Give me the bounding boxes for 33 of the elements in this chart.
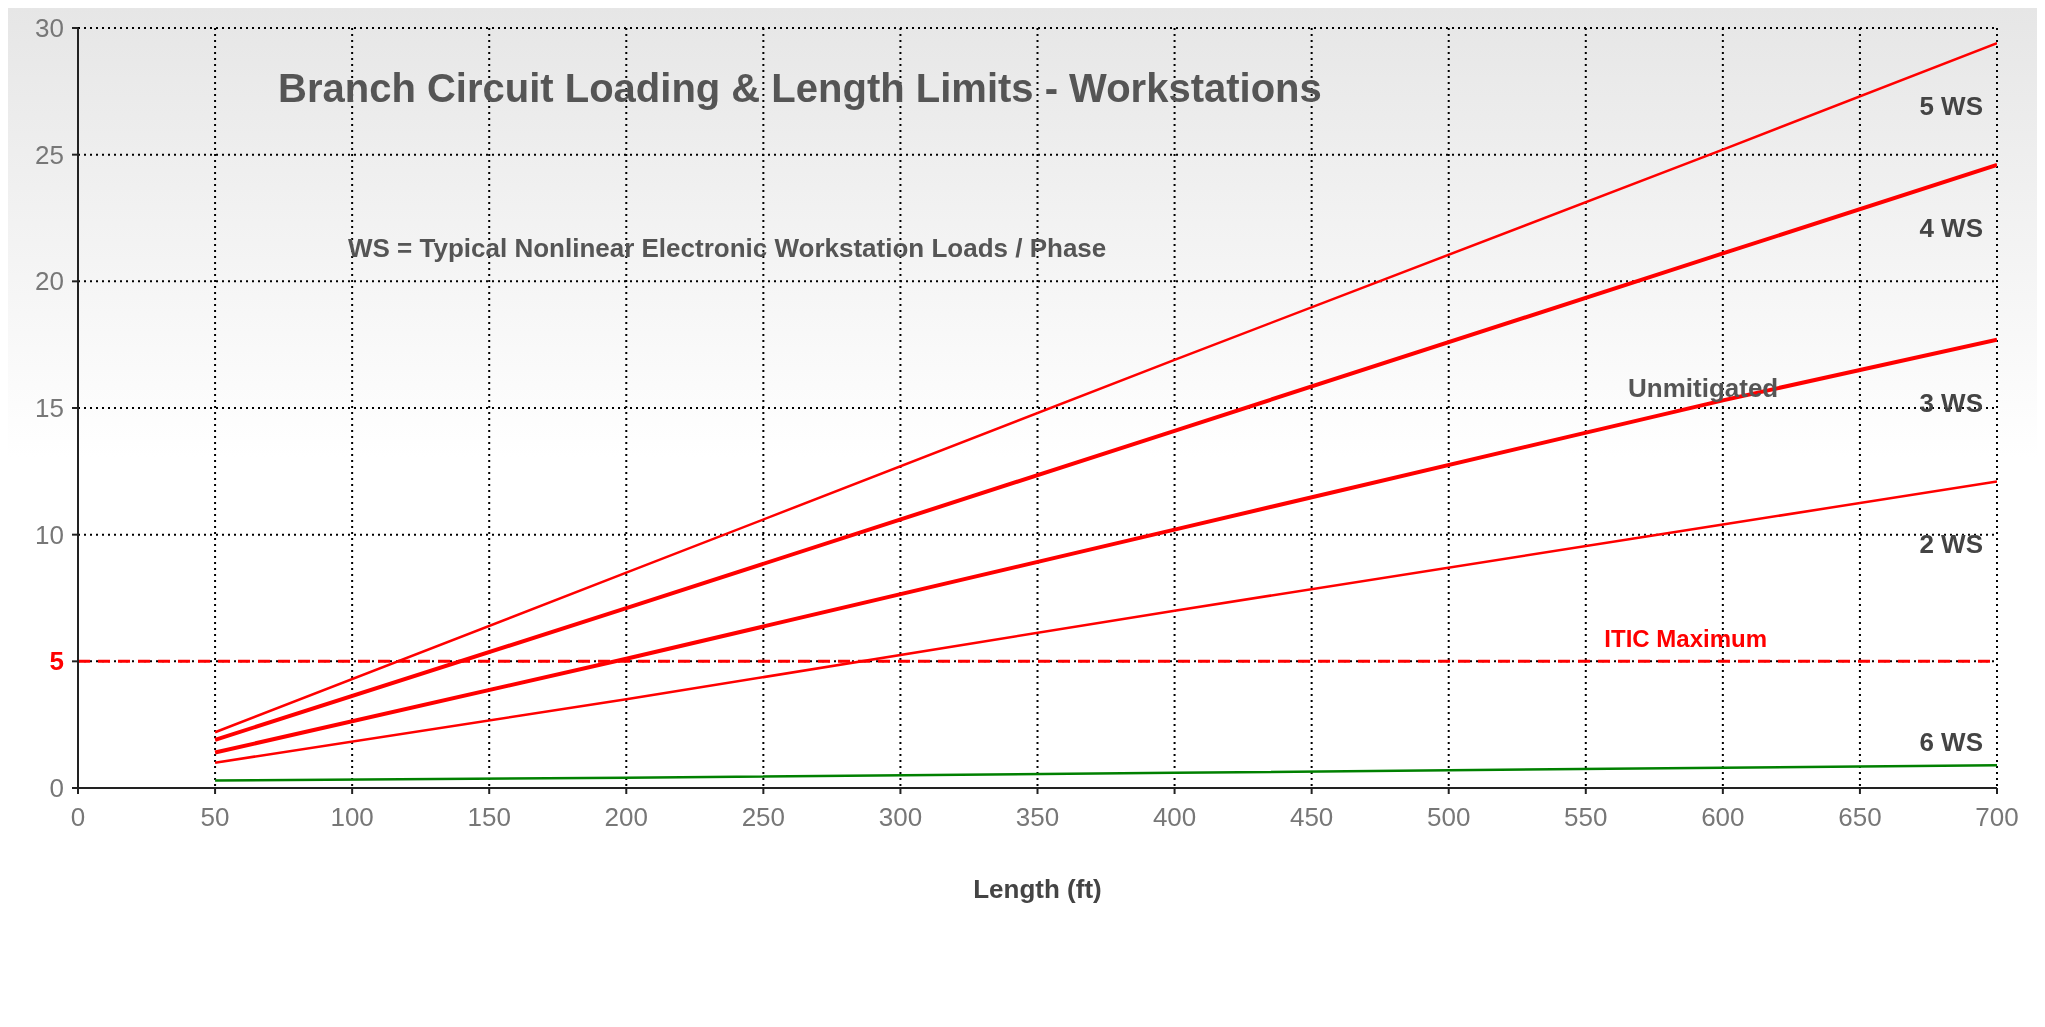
text: Branch Circuit Loading & Length Limits - Workstations — [278, 66, 1322, 111]
y-tick-label: 15 — [35, 393, 64, 423]
x-tick-label: 650 — [1838, 802, 1882, 833]
x-tick-label: 300 — [878, 802, 923, 833]
series-label: 6 WS — [1919, 727, 1983, 758]
x-tick-label: 450 — [1289, 802, 1334, 833]
series-label: 2 WS — [1919, 529, 1983, 560]
y-tick-label: 0 — [49, 773, 64, 803]
x-tick-label: 700 — [1975, 802, 2019, 833]
y-tick-label: 5 — [49, 646, 64, 677]
x-tick-label: 250 — [741, 802, 786, 833]
x-tick-label: 550 — [1564, 802, 1608, 833]
y-tick-label: 10 — [35, 519, 64, 550]
x-tick-label: 600 — [1701, 802, 1745, 833]
series-label: 4 WS — [1919, 212, 1983, 243]
line-series — [213, 763, 1997, 782]
series-label: 3 WS — [1919, 387, 1983, 418]
x-tick-label: 400 — [1152, 802, 1197, 833]
x-tick-label: 100 — [330, 802, 374, 833]
x-tick-label: 350 — [1015, 802, 1060, 833]
y-tick-label: 20 — [35, 266, 64, 297]
y-tick-label: 25 — [35, 139, 64, 170]
x-axis-title: Length (ft) — [973, 874, 1102, 904]
annotation: Unmitigated — [1628, 373, 1779, 404]
series-label: 5 WS — [1919, 91, 1983, 122]
x-tick-label: 150 — [467, 802, 511, 833]
x-tick-label: 500 — [1427, 802, 1471, 833]
y-tick-label: 30 — [35, 13, 64, 43]
x-tick-label: 200 — [604, 802, 648, 833]
annotation: WS = Typical Nonlinear Electronic Workstation Loads / Phase — [348, 233, 1107, 264]
ref-line-label: ITIC Maximum — [1604, 625, 1767, 653]
x-tick-label: 50 — [200, 802, 230, 833]
x-tick-label: 0 — [70, 802, 86, 833]
